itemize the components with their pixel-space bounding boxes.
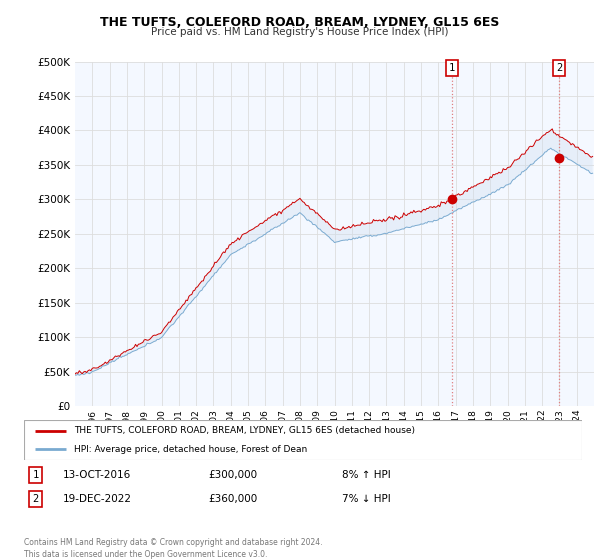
Text: 19-DEC-2022: 19-DEC-2022 [63, 494, 132, 504]
Text: Contains HM Land Registry data © Crown copyright and database right 2024.
This d: Contains HM Land Registry data © Crown c… [24, 538, 323, 559]
Text: THE TUFTS, COLEFORD ROAD, BREAM, LYDNEY, GL15 6ES (detached house): THE TUFTS, COLEFORD ROAD, BREAM, LYDNEY,… [74, 426, 415, 435]
Text: 13-OCT-2016: 13-OCT-2016 [63, 470, 131, 480]
Text: THE TUFTS, COLEFORD ROAD, BREAM, LYDNEY, GL15 6ES: THE TUFTS, COLEFORD ROAD, BREAM, LYDNEY,… [100, 16, 500, 29]
FancyBboxPatch shape [24, 420, 582, 460]
Text: Price paid vs. HM Land Registry's House Price Index (HPI): Price paid vs. HM Land Registry's House … [151, 27, 449, 37]
Text: 2: 2 [32, 494, 38, 504]
Text: 2: 2 [556, 63, 562, 73]
Text: 1: 1 [449, 63, 455, 73]
Text: £360,000: £360,000 [208, 494, 257, 504]
Text: 7% ↓ HPI: 7% ↓ HPI [342, 494, 391, 504]
Text: £300,000: £300,000 [208, 470, 257, 480]
Text: 1: 1 [32, 470, 38, 480]
Text: 8% ↑ HPI: 8% ↑ HPI [342, 470, 391, 480]
Text: HPI: Average price, detached house, Forest of Dean: HPI: Average price, detached house, Fore… [74, 445, 307, 454]
